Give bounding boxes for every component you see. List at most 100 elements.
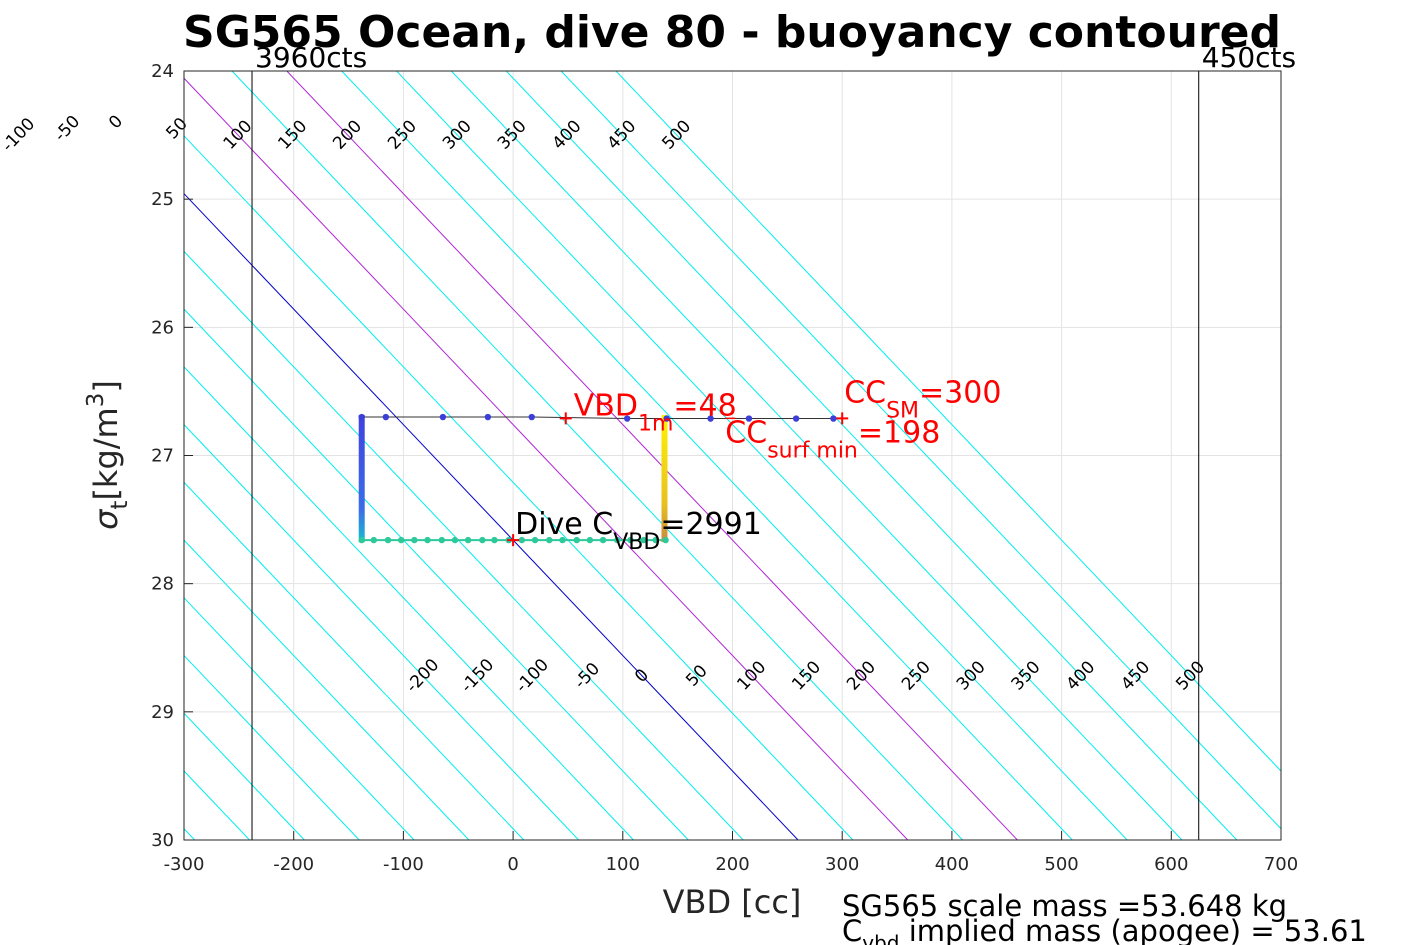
y-axis-label: σt[kg/m3] xyxy=(83,380,133,530)
x-tick-label: 600 xyxy=(1154,854,1188,875)
cc-surf-min-label-main: CC xyxy=(725,415,767,450)
y-tick-label: 28 xyxy=(151,574,174,595)
bottom-point xyxy=(573,536,580,544)
y-axis-label-sup: 3 xyxy=(83,393,109,408)
surface-point xyxy=(358,413,365,421)
vbd-1m-marker xyxy=(559,412,572,425)
y-tick-label: 25 xyxy=(151,189,174,210)
contour-line xyxy=(231,71,963,840)
cc-surf-min-label: CCsurf min=198 xyxy=(725,415,940,463)
bottom-point xyxy=(451,536,459,544)
x-tick-label: -200 xyxy=(273,854,314,875)
scale-mass-text: SG565 scale mass =53.648 kg xyxy=(842,889,1287,923)
contour-line xyxy=(184,308,689,840)
ascent-track xyxy=(661,415,668,543)
limit-line-label: 3960cts xyxy=(255,41,367,74)
surface-point xyxy=(792,415,800,422)
dive-path xyxy=(358,413,837,544)
cc-sm-marker xyxy=(836,412,849,425)
contour-line xyxy=(184,423,579,840)
x-tick-label: 300 xyxy=(825,854,859,875)
bottom-point xyxy=(464,536,472,544)
surface-point xyxy=(528,413,535,421)
bottom-point xyxy=(531,536,539,544)
y-axis-label-sub: t xyxy=(107,501,133,510)
y-tick-label: 26 xyxy=(151,317,174,338)
x-tick-label: 200 xyxy=(715,854,749,875)
vbd-1m-label-main: VBD xyxy=(574,388,638,423)
y-tick-label: 30 xyxy=(151,830,174,851)
cc-sm-label: CCSM=300 xyxy=(844,375,1001,423)
implied-mass-rest: implied mass (apogee) = 53.61 xyxy=(899,914,1366,945)
contour-label-top: 0 xyxy=(105,111,127,133)
x-tick-label: 100 xyxy=(606,854,640,875)
y-axis-label-symbol: σ xyxy=(87,508,125,530)
vbd-1m-label: VBD1m=48 xyxy=(574,388,737,436)
bottom-point xyxy=(518,536,526,544)
bottom-point xyxy=(599,536,607,544)
contour-line xyxy=(184,135,854,840)
contour-line xyxy=(184,77,909,840)
cc-sm-label-value: =300 xyxy=(919,375,1001,410)
x-tick-label: 500 xyxy=(1044,854,1078,875)
bottom-point xyxy=(398,536,405,544)
bottom-point xyxy=(586,536,594,544)
buoyancy-contours xyxy=(0,71,1281,840)
y-axis-ticks: 24 25 26 27 28 29 30 xyxy=(151,61,193,851)
contour-line xyxy=(184,366,634,840)
x-tick-label: 400 xyxy=(935,854,969,875)
bottom-point xyxy=(614,536,621,544)
bottom-point xyxy=(424,536,431,544)
contour-line xyxy=(184,539,470,840)
vbd-1m-label-value: =48 xyxy=(673,388,736,423)
contour-line xyxy=(184,250,744,840)
contour-line xyxy=(286,71,1018,840)
implied-mass-sub: vbd xyxy=(862,931,899,945)
dive-c-vbd-label-sub: VBD xyxy=(613,530,660,555)
bottom-point xyxy=(559,536,566,544)
bottom-point xyxy=(370,536,377,544)
dive-c-vbd-label-main: Dive C xyxy=(515,507,613,542)
y-tick-label: 29 xyxy=(151,702,174,723)
y-tick-label: 27 xyxy=(151,446,174,467)
x-tick-label: -100 xyxy=(383,854,424,875)
y-axis-label-unit: [kg/m xyxy=(87,407,125,500)
dive-c-vbd-label-value: =2991 xyxy=(660,507,761,542)
surface-point xyxy=(623,415,631,422)
contour-line xyxy=(184,481,525,840)
cc-sm-label-main: CC xyxy=(844,375,886,410)
bottom-point xyxy=(627,536,634,544)
x-axis-ticks: -300 -200 -100 0 100 200 300 400 500 600 700 xyxy=(164,831,1298,875)
bottom-point xyxy=(479,536,486,544)
contour-line xyxy=(0,71,30,840)
y-tick-label: 24 xyxy=(151,61,174,82)
grid-lines xyxy=(183,70,1282,841)
contour-line xyxy=(184,597,415,840)
chart-title: SG565 Ocean, dive 80 - buoyancy contoure… xyxy=(183,7,1281,58)
bottom-point xyxy=(640,536,647,544)
bottom-point xyxy=(384,536,392,544)
cc-sm-label-sub: SM xyxy=(886,398,919,423)
y-axis-label-close: ] xyxy=(87,380,125,392)
implied-mass-text: Cvbd implied mass (apogee) = 53.61 xyxy=(842,914,1367,945)
contour-line xyxy=(396,71,1128,840)
contour-line xyxy=(560,71,1281,830)
contour-line xyxy=(341,71,1073,840)
bottom-point xyxy=(411,536,418,544)
limit-line-label: 450cts xyxy=(1202,41,1296,74)
vbd-1m-label-sub: 1m xyxy=(638,411,673,436)
bottom-point xyxy=(491,536,498,544)
contour-line xyxy=(0,71,85,840)
dive-c-vbd-label: Dive CVBD=2991 xyxy=(515,507,762,555)
surface-point xyxy=(484,413,492,421)
surface-point xyxy=(382,413,390,421)
implied-mass-c: C xyxy=(842,914,862,945)
vbd-limit-lines: 3960cts 450cts xyxy=(251,41,1296,840)
cc-surf-min-label-value: =198 xyxy=(858,415,940,450)
surface-point xyxy=(707,415,714,422)
bottom-point xyxy=(546,536,553,544)
surface-point xyxy=(830,415,837,422)
bottom-point xyxy=(662,536,669,544)
surface-point xyxy=(745,415,753,422)
